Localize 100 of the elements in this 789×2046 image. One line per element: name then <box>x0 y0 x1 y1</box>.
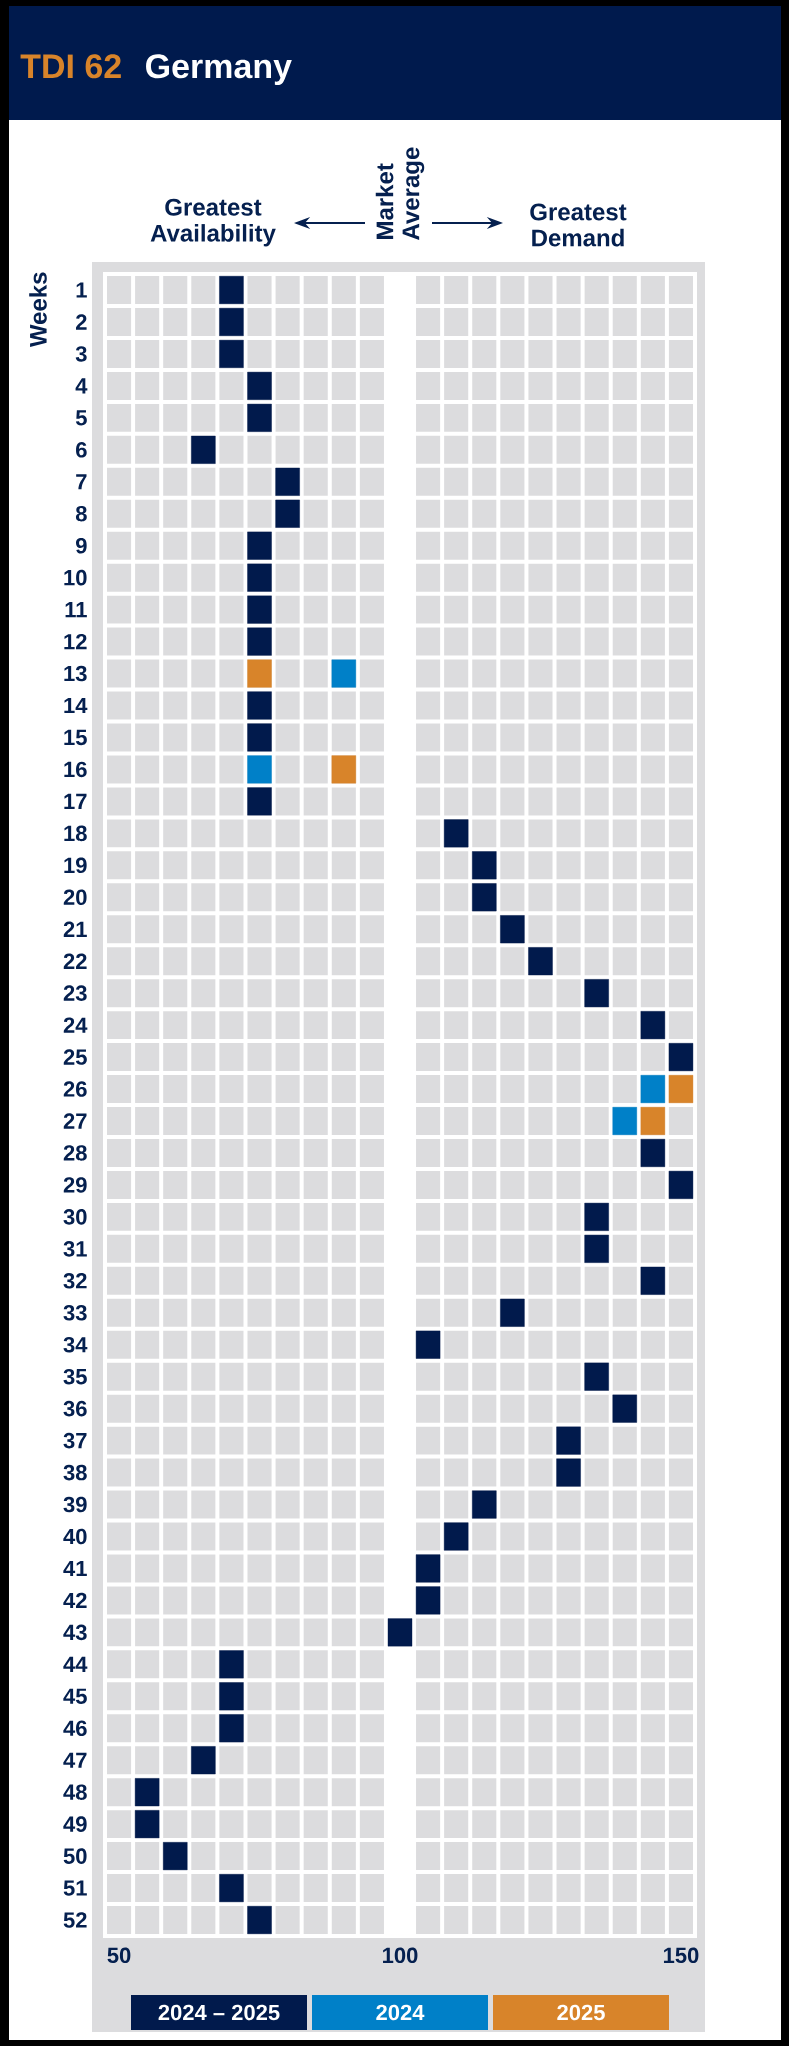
point <box>247 659 272 688</box>
text: 2024 – 2025 <box>158 2004 280 2021</box>
y-axis-title: Weeks <box>29 272 47 348</box>
y-tick-label: 40 <box>63 1528 87 1545</box>
y-tick-label: 51 <box>63 1880 87 1896</box>
point <box>528 947 553 976</box>
y-tick-label: 9 <box>76 537 87 554</box>
point <box>640 1138 666 1167</box>
y-tick-label: 2 <box>76 314 87 330</box>
y-tick-label: 12 <box>64 633 87 650</box>
y-tick-label: 39 <box>63 1496 87 1513</box>
y-tick-label: 46 <box>63 1720 87 1737</box>
point <box>331 755 357 784</box>
point <box>191 1746 216 1775</box>
point <box>415 1586 441 1615</box>
y-tick-label: 30 <box>63 1209 87 1225</box>
point <box>640 1075 666 1104</box>
y-tick-label: 49 <box>63 1816 87 1832</box>
x-tick-label: 50 <box>107 1947 131 1964</box>
y-tick-label: 6 <box>76 442 87 458</box>
y-tick-label: 52 <box>63 1912 87 1928</box>
y-tick-label: 33 <box>63 1304 87 1321</box>
y-tick-label: 17 <box>64 793 87 809</box>
y-tick-label: 50 <box>63 1848 87 1864</box>
y-tick-label: 4 <box>75 378 88 394</box>
y-tick-label: 43 <box>63 1624 87 1641</box>
y-tick-label: 25 <box>63 1049 87 1065</box>
point <box>500 1298 525 1327</box>
point <box>219 1714 244 1743</box>
y-tick-label: 15 <box>64 729 87 746</box>
text: Market Average <box>375 147 425 240</box>
x-tick-label: 150 <box>663 1947 699 1964</box>
y-tick-label: 11 <box>65 602 87 618</box>
point <box>163 1842 188 1871</box>
point <box>219 1874 244 1903</box>
y-tick-label: 35 <box>63 1368 87 1385</box>
point <box>612 1107 637 1135</box>
point <box>584 1362 609 1391</box>
y-tick-label: 38 <box>63 1464 87 1481</box>
chart-subtitle: Germany <box>146 54 292 86</box>
point <box>472 851 497 880</box>
y-tick-label: 45 <box>63 1688 87 1704</box>
y-tick-label: 32 <box>63 1273 87 1289</box>
point <box>247 371 272 400</box>
point <box>247 563 272 592</box>
point <box>247 755 272 784</box>
y-tick-label: 37 <box>63 1432 87 1449</box>
point <box>443 819 469 848</box>
point <box>556 1426 581 1455</box>
point <box>472 883 497 912</box>
text: 2024 <box>376 2004 425 2021</box>
y-tick-label: 48 <box>63 1784 87 1800</box>
point <box>584 979 609 1008</box>
y-tick-label: 14 <box>64 697 88 714</box>
point <box>584 1234 609 1263</box>
point <box>219 307 244 336</box>
chart-title: TDI 62 <box>20 54 121 79</box>
y-tick-label: 29 <box>63 1177 87 1193</box>
y-tick-label: 16 <box>64 761 87 778</box>
y-tick-label: 44 <box>63 1656 88 1672</box>
y-tick-label: 42 <box>63 1592 87 1609</box>
point <box>443 1522 469 1551</box>
point <box>668 1075 694 1104</box>
y-tick-label: 21 <box>63 921 87 937</box>
point <box>668 1043 694 1072</box>
point <box>472 1490 497 1519</box>
y-tick-label: 13 <box>64 665 87 682</box>
text: Greatest Availability <box>150 198 276 247</box>
y-tick-label: 41 <box>63 1560 87 1577</box>
point <box>219 1650 244 1679</box>
point <box>415 1330 441 1359</box>
point <box>415 1554 441 1583</box>
point <box>247 1906 272 1935</box>
y-tick-label: 26 <box>63 1081 87 1097</box>
point <box>556 1458 581 1487</box>
point <box>668 1170 694 1199</box>
y-tick-label: 3 <box>75 346 87 362</box>
y-tick-label: 23 <box>63 985 87 1001</box>
point <box>219 276 244 305</box>
point <box>191 435 216 464</box>
text: Greatest Demand <box>530 203 627 247</box>
y-tick-label: 7 <box>76 474 87 490</box>
y-tick-label: 24 <box>63 1017 88 1033</box>
point <box>219 339 244 368</box>
x-tick-label: 100 <box>383 1947 418 1964</box>
point <box>247 627 272 656</box>
point <box>247 787 272 816</box>
point <box>500 915 525 944</box>
point <box>640 1011 666 1040</box>
text: 2025 <box>557 2004 605 2021</box>
point <box>247 531 272 560</box>
y-tick-label: 34 <box>63 1336 88 1353</box>
y-tick-label: 22 <box>63 953 87 969</box>
point <box>275 467 300 496</box>
y-tick-label: 18 <box>64 825 87 842</box>
point <box>247 403 272 432</box>
y-tick-label: 10 <box>64 569 87 586</box>
point <box>640 1266 666 1295</box>
point <box>247 723 272 752</box>
point <box>134 1778 160 1807</box>
